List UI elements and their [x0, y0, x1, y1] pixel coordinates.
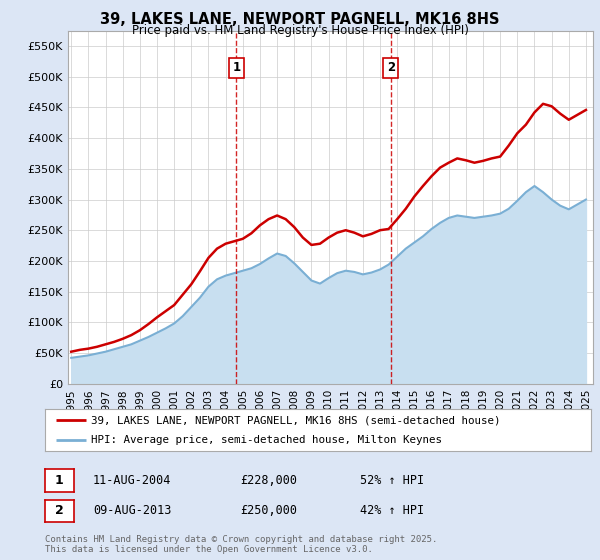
Text: 2: 2 [386, 62, 395, 74]
Text: 52% ↑ HPI: 52% ↑ HPI [360, 474, 424, 487]
Text: 42% ↑ HPI: 42% ↑ HPI [360, 504, 424, 517]
Text: 1: 1 [55, 474, 64, 487]
Text: 09-AUG-2013: 09-AUG-2013 [93, 504, 172, 517]
Text: 1: 1 [232, 62, 241, 74]
Text: £250,000: £250,000 [240, 504, 297, 517]
Text: 39, LAKES LANE, NEWPORT PAGNELL, MK16 8HS: 39, LAKES LANE, NEWPORT PAGNELL, MK16 8H… [100, 12, 500, 27]
Text: 11-AUG-2004: 11-AUG-2004 [93, 474, 172, 487]
Text: 2: 2 [55, 504, 64, 517]
Text: HPI: Average price, semi-detached house, Milton Keynes: HPI: Average price, semi-detached house,… [91, 435, 442, 445]
Text: Price paid vs. HM Land Registry's House Price Index (HPI): Price paid vs. HM Land Registry's House … [131, 24, 469, 36]
Text: Contains HM Land Registry data © Crown copyright and database right 2025.
This d: Contains HM Land Registry data © Crown c… [45, 535, 437, 554]
Text: £228,000: £228,000 [240, 474, 297, 487]
Text: 39, LAKES LANE, NEWPORT PAGNELL, MK16 8HS (semi-detached house): 39, LAKES LANE, NEWPORT PAGNELL, MK16 8H… [91, 415, 501, 425]
